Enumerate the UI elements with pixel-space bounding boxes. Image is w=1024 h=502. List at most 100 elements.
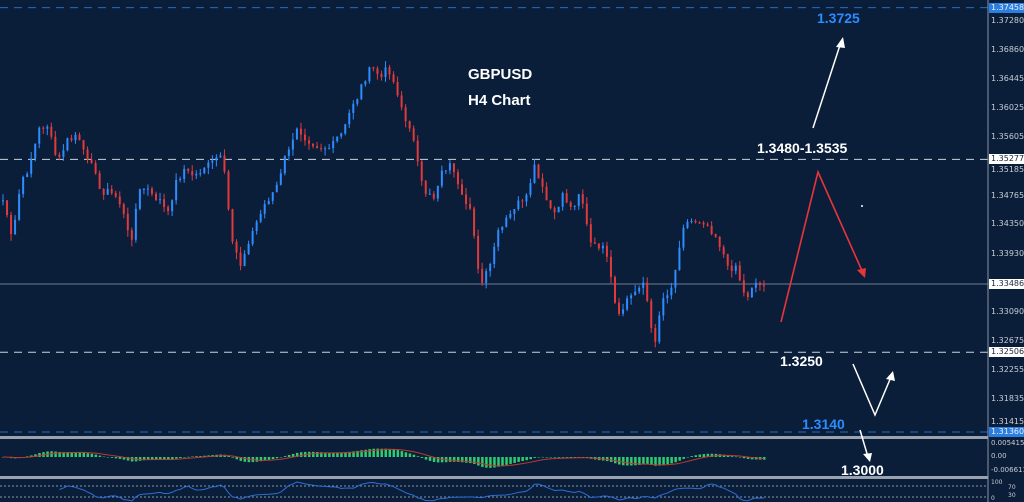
macd-histogram-bar (384, 448, 387, 457)
candle-body (219, 155, 222, 158)
macd-histogram-bar (493, 457, 496, 468)
candle-body (368, 67, 371, 82)
candle-body (199, 173, 202, 175)
macd-histogram-bar (614, 457, 617, 464)
candle-body (118, 196, 121, 205)
candle-body (513, 209, 516, 214)
candle-body (618, 302, 621, 314)
macd-histogram-bar (762, 457, 766, 460)
candle-body (26, 173, 29, 178)
macd-tick-label: 0.005415 (991, 439, 1024, 447)
candle-body (110, 188, 113, 194)
macd-histogram-bar (545, 457, 549, 458)
forecast-arrows (780, 37, 895, 462)
macd-histogram-bar (557, 457, 561, 458)
arrow-up-target (812, 41, 842, 129)
candle-body (698, 222, 701, 224)
macd-histogram-bar (517, 457, 520, 462)
candle-body (150, 188, 153, 194)
macd-histogram-bar (489, 457, 492, 468)
candle-body (90, 159, 93, 164)
marker-dot (861, 205, 863, 207)
macd-histogram-bar (283, 456, 287, 457)
candle-body (686, 221, 689, 228)
candle-body (392, 74, 395, 82)
candle-body (138, 189, 141, 209)
candle-body (247, 243, 250, 254)
candle-body (497, 230, 500, 247)
candle-body (130, 230, 133, 240)
macd-histogram-bar (541, 456, 545, 458)
candle-body (259, 213, 262, 222)
candle-body (191, 171, 194, 176)
candle-body (654, 327, 657, 342)
candle-body (2, 200, 4, 202)
macd-histogram-bar (509, 457, 512, 464)
candle-body (207, 162, 210, 168)
candle-body (549, 200, 552, 209)
macd-histogram-bar (106, 457, 110, 458)
y-tick-label: 1.33090 (991, 307, 1024, 316)
candle-body (589, 224, 592, 243)
candle-body (74, 134, 77, 141)
macd-histogram-bar (461, 457, 464, 463)
candle-body (384, 67, 387, 78)
candle-body (408, 121, 411, 129)
candle-body (195, 173, 198, 176)
candle-body (134, 208, 137, 240)
macd-histogram-bar (533, 457, 536, 458)
macd-histogram-bar (118, 457, 122, 459)
macd-histogram-bar (62, 452, 65, 457)
macd-histogram-bar (456, 457, 460, 462)
candle-body (66, 138, 69, 151)
macd-histogram-bar (448, 457, 452, 462)
macd-histogram-bar (452, 457, 456, 462)
macd-histogram-bar (271, 457, 275, 460)
candle-body (634, 291, 637, 296)
candle-body (541, 178, 544, 187)
macd-histogram-bar (255, 457, 259, 462)
candle-body (98, 173, 101, 189)
macd-histogram-bar (416, 456, 420, 457)
macd-histogram-bar (473, 457, 476, 465)
candle-body (609, 256, 612, 278)
macd-histogram-bar (400, 451, 404, 457)
rsi-tick-label: 70 (1008, 484, 1016, 491)
macd-histogram-bar (388, 448, 392, 457)
candle-body (461, 184, 463, 195)
macd-histogram-bar (666, 457, 669, 465)
macd-histogram-bar (432, 457, 436, 462)
macd-histogram-bar (642, 457, 645, 465)
panel-separator (0, 436, 988, 439)
candle-body (509, 213, 512, 218)
candle-body (287, 149, 290, 156)
candle-body (255, 221, 258, 231)
candle-body (581, 194, 584, 204)
candle-body (605, 245, 608, 257)
candle-body (565, 193, 568, 203)
candle-body (674, 269, 677, 288)
candle-body (14, 219, 17, 235)
y-tick-label: 1.33930 (991, 249, 1024, 258)
candle-body (82, 140, 85, 150)
macd-histogram-bar (436, 457, 440, 463)
support-label: 1.3250 (780, 353, 823, 369)
candle-body (10, 215, 13, 235)
candle-body (521, 200, 524, 202)
candle-body (730, 265, 733, 271)
candle-body (187, 168, 190, 172)
candle-body (758, 282, 761, 286)
candle-body (299, 128, 302, 135)
price-level-tag: 1.33486 (989, 279, 1024, 289)
macd-histogram-bar (477, 457, 480, 466)
macd-histogram-bar (86, 453, 90, 457)
candle-body (283, 155, 286, 174)
macd-histogram-bar (175, 457, 178, 459)
candle-body (263, 204, 266, 214)
macd-histogram-bar (465, 457, 468, 463)
macd-histogram-bar (38, 453, 41, 457)
macd-histogram-bar (348, 451, 351, 457)
candle-body (436, 185, 439, 199)
macd-histogram-bar (505, 457, 508, 465)
candle-body (235, 241, 238, 253)
